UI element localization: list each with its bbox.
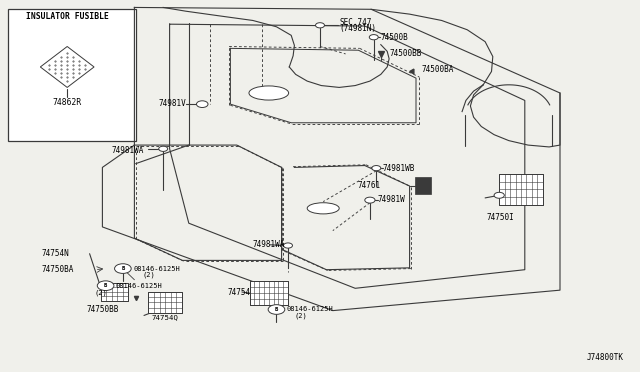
Circle shape (284, 243, 292, 248)
Circle shape (365, 197, 375, 203)
Text: 74862R: 74862R (52, 98, 82, 107)
Text: 74750BB: 74750BB (86, 305, 119, 314)
Circle shape (97, 281, 114, 291)
FancyBboxPatch shape (415, 177, 431, 194)
Circle shape (316, 23, 324, 28)
Circle shape (372, 166, 381, 171)
Text: 74500BB: 74500BB (389, 49, 422, 58)
Text: J74800TK: J74800TK (587, 353, 624, 362)
FancyBboxPatch shape (148, 292, 182, 313)
Circle shape (268, 305, 285, 314)
FancyBboxPatch shape (8, 9, 136, 141)
Text: (74981N): (74981N) (339, 24, 376, 33)
Text: (2): (2) (95, 290, 108, 296)
Circle shape (494, 192, 504, 198)
Circle shape (196, 101, 208, 108)
Text: 74981WB: 74981WB (383, 164, 415, 173)
Text: 74500BA: 74500BA (421, 65, 454, 74)
Circle shape (159, 146, 168, 151)
Circle shape (369, 35, 378, 40)
Polygon shape (40, 46, 94, 87)
Ellipse shape (249, 86, 289, 100)
Text: 74981W: 74981W (378, 195, 405, 204)
FancyBboxPatch shape (499, 174, 543, 205)
Text: (2): (2) (142, 271, 155, 278)
Text: 08146-6125H: 08146-6125H (133, 266, 180, 272)
Text: 74981WA: 74981WA (112, 146, 145, 155)
FancyBboxPatch shape (250, 281, 288, 305)
Text: B: B (275, 307, 278, 312)
Text: INSULATOR FUSIBLE: INSULATOR FUSIBLE (26, 12, 109, 21)
Text: 74981V: 74981V (159, 99, 186, 108)
Text: 74500B: 74500B (381, 33, 408, 42)
Text: 08146-6125H: 08146-6125H (287, 306, 333, 312)
Text: 74754: 74754 (227, 288, 250, 296)
Text: SEC.747: SEC.747 (339, 18, 372, 27)
Text: 74750BA: 74750BA (42, 265, 74, 274)
Text: B: B (121, 266, 125, 271)
FancyBboxPatch shape (101, 283, 128, 301)
Circle shape (115, 264, 131, 273)
Text: 74750I: 74750I (486, 213, 514, 222)
Text: B: B (104, 283, 108, 288)
Text: 74754N: 74754N (42, 249, 69, 258)
Text: 74981WA: 74981WA (253, 240, 285, 249)
Ellipse shape (307, 203, 339, 214)
Text: 74761: 74761 (357, 181, 380, 190)
Text: (2): (2) (294, 312, 307, 319)
Text: 74754Q: 74754Q (151, 314, 178, 320)
Text: 08146-6125H: 08146-6125H (115, 283, 162, 289)
